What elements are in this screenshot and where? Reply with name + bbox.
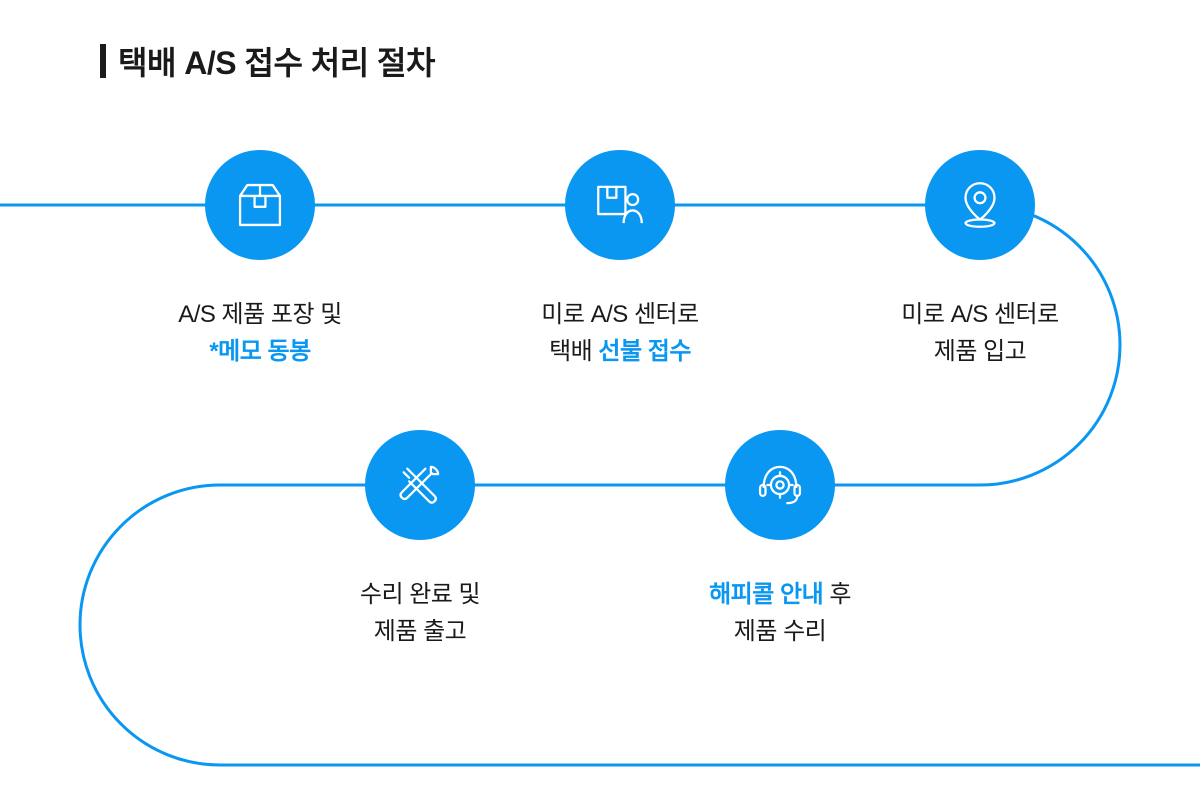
flow-path bbox=[0, 0, 1200, 806]
process-step-2: 미로 A/S 센터로 택배 선불 접수 bbox=[490, 150, 750, 370]
step-line2: 제품 출고 bbox=[374, 618, 467, 645]
delivery-icon bbox=[591, 176, 649, 234]
step-circle bbox=[565, 150, 675, 260]
tools-icon bbox=[391, 456, 449, 514]
step-line2: 제품 입고 bbox=[934, 338, 1027, 365]
step-circle bbox=[365, 430, 475, 540]
process-step-4: 해피콜 안내 후 제품 수리 bbox=[650, 430, 910, 650]
step-label: A/S 제품 포장 및 *메모 동봉 bbox=[130, 296, 390, 370]
step-line1: 미로 A/S 센터로 bbox=[901, 301, 1058, 328]
page-title: 택배 A/S 접수 처리 절차 bbox=[118, 38, 435, 84]
process-step-3: 미로 A/S 센터로 제품 입고 bbox=[850, 150, 1110, 370]
box-icon bbox=[231, 176, 289, 234]
step-line1-suffix: 후 bbox=[823, 581, 851, 608]
step-label: 해피콜 안내 후 제품 수리 bbox=[650, 576, 910, 650]
title-accent-bar bbox=[100, 44, 106, 78]
step-line2-prefix: 택배 bbox=[549, 338, 598, 365]
step-line2-accent: *메모 동봉 bbox=[209, 338, 310, 365]
step-line1: 미로 A/S 센터로 bbox=[541, 301, 698, 328]
step-circle bbox=[725, 430, 835, 540]
step-line1: 수리 완료 및 bbox=[360, 581, 480, 608]
process-step-1: A/S 제품 포장 및 *메모 동봉 bbox=[130, 150, 390, 370]
process-step-5: 수리 완료 및 제품 출고 bbox=[290, 430, 550, 650]
step-line2: 제품 수리 bbox=[734, 618, 827, 645]
location-icon bbox=[951, 176, 1009, 234]
headset-icon bbox=[751, 456, 809, 514]
step-label: 미로 A/S 센터로 제품 입고 bbox=[850, 296, 1110, 370]
step-circle bbox=[925, 150, 1035, 260]
page-title-wrap: 택배 A/S 접수 처리 절차 bbox=[100, 38, 435, 84]
step-line1-accent: 해피콜 안내 bbox=[709, 581, 823, 608]
step-circle bbox=[205, 150, 315, 260]
step-label: 미로 A/S 센터로 택배 선불 접수 bbox=[490, 296, 750, 370]
step-line2-accent: 선불 접수 bbox=[598, 338, 691, 365]
step-label: 수리 완료 및 제품 출고 bbox=[290, 576, 550, 650]
step-line1: A/S 제품 포장 및 bbox=[178, 301, 342, 328]
